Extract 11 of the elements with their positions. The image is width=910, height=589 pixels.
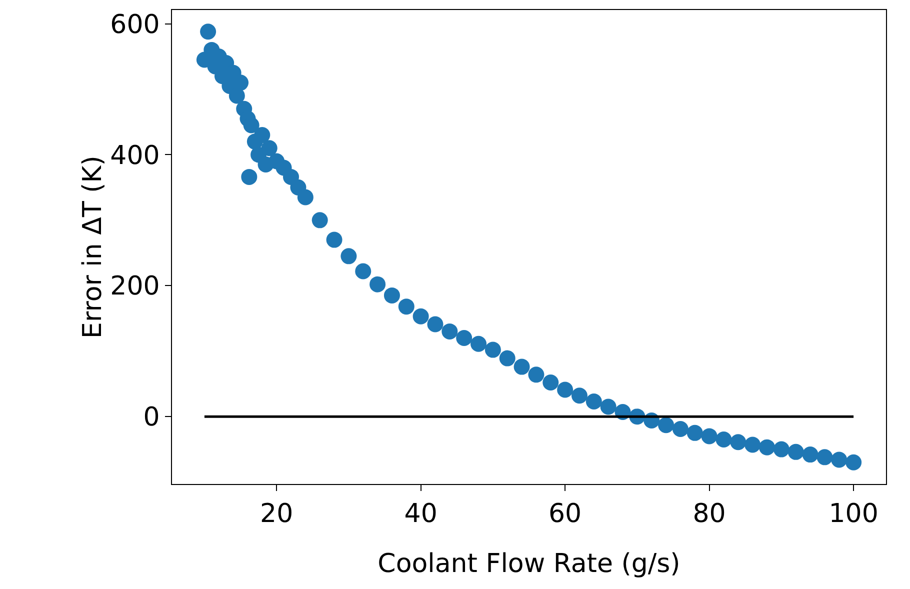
x-tick-label: 20 [260, 499, 294, 530]
y-tick-label: 400 [110, 140, 160, 171]
y-tick-label: 200 [110, 272, 160, 302]
x-tick-label: 80 [692, 499, 726, 530]
y-tick-label: 600 [110, 10, 160, 40]
x-axis-title: Coolant Flow Rate (g/s) [378, 549, 680, 579]
y-tick-label: 0 [143, 402, 160, 433]
x-tick-label: 60 [548, 499, 582, 530]
y-axis-title: Error in ΔT (K) [78, 156, 108, 338]
x-tick-label: 100 [828, 499, 878, 530]
x-tick-label: 40 [404, 499, 438, 530]
